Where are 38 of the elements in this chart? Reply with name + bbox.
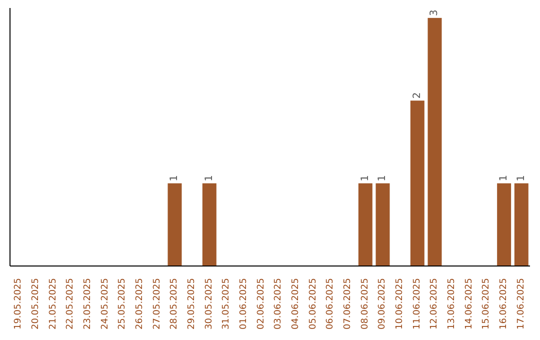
x-tick-label: 16.06.2025	[499, 278, 509, 330]
data-label: 1	[498, 174, 510, 182]
x-tick-label: 29.05.2025	[187, 278, 197, 330]
x-tick-label: 03.06.2025	[274, 278, 284, 330]
data-label: 1	[360, 174, 371, 182]
data-label: 1	[169, 174, 180, 182]
x-tick-label: 11.06.2025	[412, 278, 422, 330]
data-label: 1	[377, 174, 388, 182]
data-label: 3	[429, 10, 440, 16]
x-tick-label: 23.05.2025	[83, 278, 93, 330]
x-tick-label: 10.06.2025	[395, 278, 405, 330]
x-tick-label: 31.05.2025	[222, 278, 232, 330]
x-tick-label: 01.06.2025	[239, 278, 249, 330]
x-tick-label: 20.05.2025	[31, 278, 41, 330]
x-tick-label: 26.05.2025	[135, 278, 145, 330]
data-label: 1	[204, 174, 215, 182]
x-tick-label: 24.05.2025	[100, 278, 110, 330]
data-label: 2	[412, 92, 423, 99]
x-tick-label: 17.06.2025	[516, 278, 526, 330]
x-tick-label: 09.06.2025	[378, 278, 388, 330]
x-tick-label: 15.06.2025	[482, 278, 492, 330]
x-tick-label: 21.05.2025	[48, 278, 58, 330]
x-tick-label: 25.05.2025	[118, 278, 128, 330]
x-tick-label: 27.05.2025	[152, 278, 162, 330]
x-tick-label: 14.06.2025	[464, 278, 474, 330]
x-tick-label: 28.05.2025	[170, 278, 180, 330]
x-tick-label: 07.06.2025	[343, 278, 353, 330]
x-tick-label: 06.06.2025	[326, 278, 336, 330]
x-tick-label: 22.05.2025	[66, 278, 76, 330]
x-tick-label: 02.06.2025	[256, 278, 266, 330]
x-tick-label: 30.05.2025	[204, 278, 214, 330]
x-tick-label: 04.06.2025	[291, 278, 301, 330]
x-tick-label: 13.06.2025	[447, 278, 457, 330]
x-tick-label: 19.05.2025	[14, 278, 24, 330]
data-label: 1	[516, 174, 527, 182]
x-tick-label: 05.06.2025	[308, 278, 318, 330]
x-tick-label: 08.06.2025	[360, 278, 370, 330]
x-tick-label: 12.06.2025	[430, 278, 440, 330]
